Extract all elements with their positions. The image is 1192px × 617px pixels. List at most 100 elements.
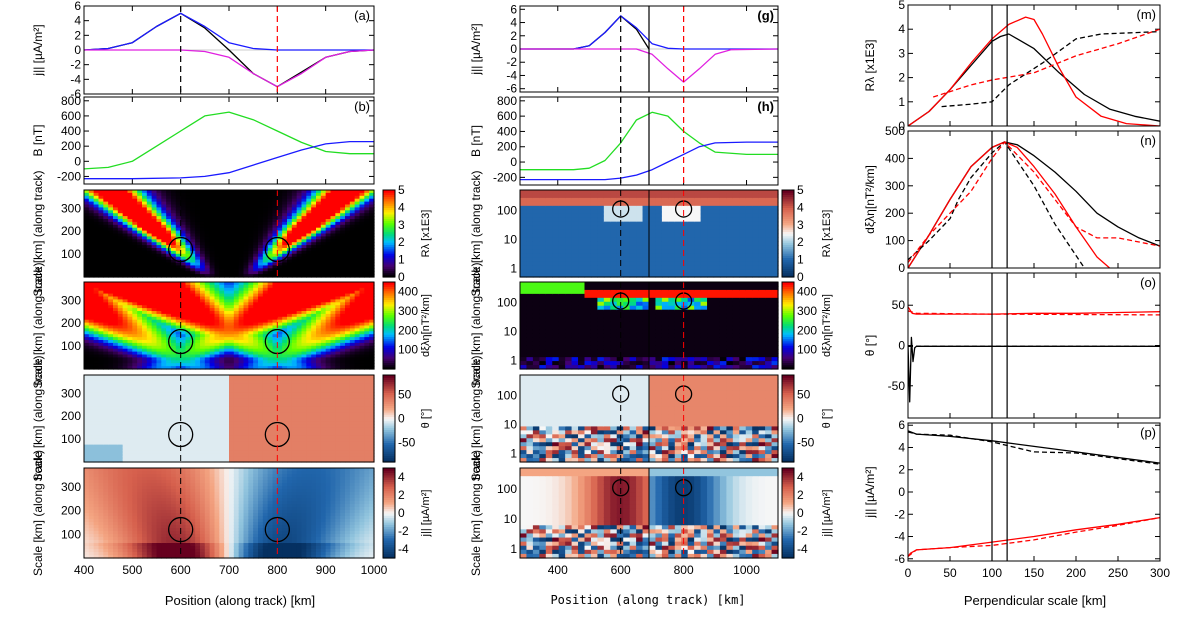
heatmap-cell [113, 233, 119, 237]
heatmap-cell [185, 190, 191, 194]
heatmap-cell [84, 316, 90, 321]
heatmap-cell [248, 198, 254, 203]
heatmap-cell [98, 345, 104, 350]
heatmap-cell [345, 190, 351, 194]
heatmap-cell [98, 331, 104, 335]
heatmap-cell [117, 192, 124, 197]
heatmap-cell [108, 201, 114, 206]
heatmap-cell [171, 219, 177, 223]
heatmap-cell [151, 253, 158, 258]
heatmap-cell [180, 213, 187, 217]
heatmap-cell [248, 250, 254, 255]
heatmap-cell [113, 195, 119, 200]
heatmap-cell [204, 221, 211, 226]
heatmap-cell [122, 192, 129, 197]
heatmap-cell [151, 201, 158, 206]
heatmap-cell [214, 250, 220, 255]
heatmap-cell [349, 192, 356, 197]
heatmap-cell [146, 195, 153, 200]
heatmap-cell [262, 268, 269, 272]
heatmap-cell [258, 239, 264, 243]
heatmap-cell [209, 248, 216, 252]
heatmap-cell [156, 192, 162, 197]
heatmap-cell [238, 204, 245, 208]
heatmap-cell [330, 224, 336, 229]
heatmap-cell [98, 274, 104, 278]
heatmap-cell [224, 245, 230, 249]
heatmap-cell [214, 233, 220, 237]
heatmap-cell [359, 233, 365, 237]
heatmap-cell [364, 268, 370, 272]
heatmap-cell [262, 233, 269, 237]
colorbar-swatch [383, 253, 395, 256]
heatmap-cell [88, 210, 95, 214]
heatmap-cell [200, 219, 206, 223]
heatmap-cell [258, 207, 264, 211]
heatmap-cell [151, 262, 158, 266]
colorbar-swatch [383, 213, 395, 217]
heatmap-cell [340, 271, 346, 275]
series-line-3 [84, 49, 374, 88]
colorbar-tick-label: 0 [398, 270, 405, 284]
heatmap-cell [156, 242, 162, 246]
heatmap-cell [185, 271, 191, 275]
heatmap-cell [171, 233, 177, 237]
colorbar-tick-label: 2 [398, 235, 405, 249]
heatmap-cell [364, 239, 370, 243]
heatmap-cell [335, 192, 341, 197]
heatmap-cell [204, 207, 211, 211]
heatmap-cell [349, 271, 356, 275]
heatmap-cell [93, 242, 100, 246]
ytick-label: 200 [61, 139, 81, 153]
heatmap-cell [93, 210, 100, 214]
heatmap-cell [262, 216, 269, 220]
heatmap-cell [214, 219, 220, 223]
heatmap-cell [306, 259, 312, 264]
heatmap-cell [185, 227, 191, 232]
heatmap-cell [287, 227, 293, 232]
heatmap-cell [117, 207, 124, 211]
heatmap-cell [291, 221, 298, 226]
heatmap-cell [98, 348, 104, 353]
heatmap-cell [204, 268, 211, 272]
heatmap-cell [93, 274, 100, 278]
heatmap-cell [113, 190, 119, 194]
heatmap-cell [171, 274, 177, 278]
heatmap-cell [93, 360, 100, 364]
heatmap-cell [253, 253, 259, 258]
heatmap-cell [84, 282, 90, 286]
heatmap-cell [84, 242, 90, 246]
heatmap-cell [301, 262, 307, 266]
heatmap-cell [311, 210, 317, 214]
heatmap-cell [175, 192, 182, 197]
heatmap-cell [209, 210, 216, 214]
heatmap-cell [88, 239, 95, 243]
heatmap-cell [296, 207, 303, 211]
heatmap-cell [113, 265, 119, 269]
heatmap-cell [180, 227, 187, 232]
heatmap-cell [291, 192, 298, 197]
heatmap-cell [113, 207, 119, 211]
heatmap-cell [171, 227, 177, 232]
heatmap-cell [219, 219, 225, 223]
heatmap-cell [161, 248, 167, 252]
heatmap-cell [369, 265, 375, 269]
heatmap-cell [349, 195, 356, 200]
heatmap-cell [98, 268, 104, 272]
heatmap-cell [330, 221, 336, 226]
colorbar-swatch [383, 216, 395, 219]
heatmap-cell [180, 233, 187, 237]
heatmap-cell [243, 245, 249, 249]
heatmap-cell [209, 219, 216, 223]
heatmap-cell [253, 268, 259, 272]
heatmap-cell [359, 221, 365, 226]
heatmap-cell [93, 287, 100, 292]
heatmap-cell [330, 190, 336, 194]
heatmap-cell [272, 192, 278, 197]
heatmap-cell [262, 230, 269, 235]
heatmap-cell [98, 242, 104, 246]
heatmap-cell [142, 245, 148, 249]
colorbar-tick-label: 3 [398, 218, 405, 232]
heatmap-cell [88, 331, 95, 335]
